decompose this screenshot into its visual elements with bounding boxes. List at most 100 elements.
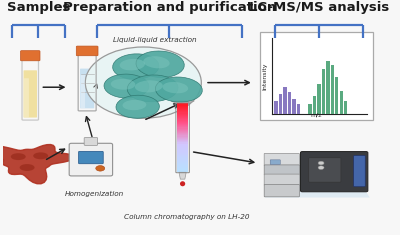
Bar bbox=[317, 84, 320, 114]
Bar bbox=[177, 153, 188, 155]
Circle shape bbox=[96, 166, 105, 171]
Bar bbox=[308, 104, 312, 114]
Ellipse shape bbox=[104, 74, 149, 98]
Bar bbox=[177, 141, 188, 142]
Ellipse shape bbox=[116, 95, 159, 118]
Text: Homogenization: Homogenization bbox=[65, 191, 124, 197]
Bar bbox=[177, 112, 188, 114]
Bar bbox=[177, 156, 188, 157]
Ellipse shape bbox=[156, 77, 202, 102]
Bar bbox=[284, 87, 287, 114]
Bar bbox=[177, 134, 188, 136]
Polygon shape bbox=[171, 101, 194, 103]
Bar bbox=[177, 107, 188, 109]
FancyBboxPatch shape bbox=[24, 70, 37, 118]
Bar bbox=[177, 136, 188, 138]
Bar bbox=[177, 140, 188, 141]
Circle shape bbox=[85, 47, 201, 118]
Bar bbox=[177, 127, 188, 129]
Ellipse shape bbox=[120, 59, 145, 70]
Ellipse shape bbox=[20, 164, 34, 171]
FancyBboxPatch shape bbox=[78, 151, 103, 164]
Bar bbox=[322, 69, 325, 114]
Bar bbox=[177, 125, 188, 126]
Bar bbox=[177, 167, 188, 169]
Bar bbox=[177, 151, 188, 153]
Bar bbox=[177, 158, 188, 160]
Bar bbox=[177, 104, 188, 106]
FancyBboxPatch shape bbox=[309, 158, 341, 182]
Ellipse shape bbox=[162, 82, 188, 93]
Bar bbox=[177, 157, 188, 158]
FancyBboxPatch shape bbox=[264, 184, 299, 197]
FancyBboxPatch shape bbox=[84, 137, 98, 145]
Text: Liquid-liquid extraction: Liquid-liquid extraction bbox=[113, 37, 197, 43]
FancyBboxPatch shape bbox=[69, 143, 113, 176]
FancyBboxPatch shape bbox=[264, 153, 299, 166]
FancyBboxPatch shape bbox=[80, 69, 94, 108]
Bar bbox=[340, 91, 343, 114]
Bar bbox=[177, 126, 188, 127]
Bar bbox=[297, 104, 300, 114]
FancyBboxPatch shape bbox=[264, 174, 299, 185]
Bar bbox=[177, 119, 188, 121]
Bar bbox=[177, 121, 188, 123]
Bar bbox=[177, 164, 188, 165]
Ellipse shape bbox=[11, 153, 26, 160]
Bar bbox=[177, 159, 188, 161]
Bar bbox=[177, 132, 188, 133]
Bar bbox=[177, 124, 188, 125]
Bar bbox=[177, 117, 188, 118]
Bar bbox=[177, 152, 188, 154]
Ellipse shape bbox=[180, 181, 185, 186]
Bar bbox=[177, 133, 188, 134]
Bar bbox=[177, 155, 188, 156]
Bar bbox=[177, 148, 188, 149]
Bar bbox=[177, 128, 188, 130]
FancyBboxPatch shape bbox=[270, 160, 280, 164]
Bar bbox=[177, 114, 188, 116]
Ellipse shape bbox=[136, 51, 184, 78]
Bar bbox=[177, 110, 188, 111]
Text: m/z: m/z bbox=[311, 113, 322, 118]
Ellipse shape bbox=[111, 79, 136, 90]
Bar bbox=[177, 118, 188, 119]
Bar bbox=[177, 166, 188, 168]
Bar bbox=[177, 105, 188, 107]
Bar bbox=[274, 101, 278, 114]
Bar bbox=[288, 92, 291, 114]
Bar bbox=[177, 135, 188, 137]
Bar bbox=[177, 115, 188, 117]
Bar bbox=[177, 142, 188, 144]
Bar bbox=[326, 61, 330, 114]
Bar bbox=[177, 129, 188, 131]
Bar bbox=[279, 94, 282, 114]
Text: LC-MS/MS analysis: LC-MS/MS analysis bbox=[249, 1, 389, 14]
Bar bbox=[177, 138, 188, 140]
Bar bbox=[177, 163, 188, 164]
Bar bbox=[177, 165, 188, 167]
Ellipse shape bbox=[143, 56, 170, 68]
Bar bbox=[177, 145, 188, 147]
FancyBboxPatch shape bbox=[76, 46, 98, 56]
FancyBboxPatch shape bbox=[80, 75, 85, 108]
Bar bbox=[177, 168, 188, 170]
Ellipse shape bbox=[33, 152, 48, 159]
FancyBboxPatch shape bbox=[264, 165, 299, 175]
FancyBboxPatch shape bbox=[20, 51, 40, 61]
Ellipse shape bbox=[122, 100, 146, 110]
Text: Intensity: Intensity bbox=[262, 63, 268, 90]
Polygon shape bbox=[0, 145, 75, 184]
Bar bbox=[177, 171, 188, 172]
Bar bbox=[177, 144, 188, 146]
Bar bbox=[177, 149, 188, 150]
Bar bbox=[313, 96, 316, 114]
Text: Samples: Samples bbox=[7, 1, 70, 14]
Bar bbox=[177, 111, 188, 113]
Bar bbox=[177, 150, 188, 152]
FancyBboxPatch shape bbox=[260, 32, 373, 120]
Bar bbox=[335, 77, 338, 114]
Bar bbox=[177, 103, 188, 104]
Bar bbox=[177, 160, 188, 162]
Circle shape bbox=[318, 166, 324, 169]
